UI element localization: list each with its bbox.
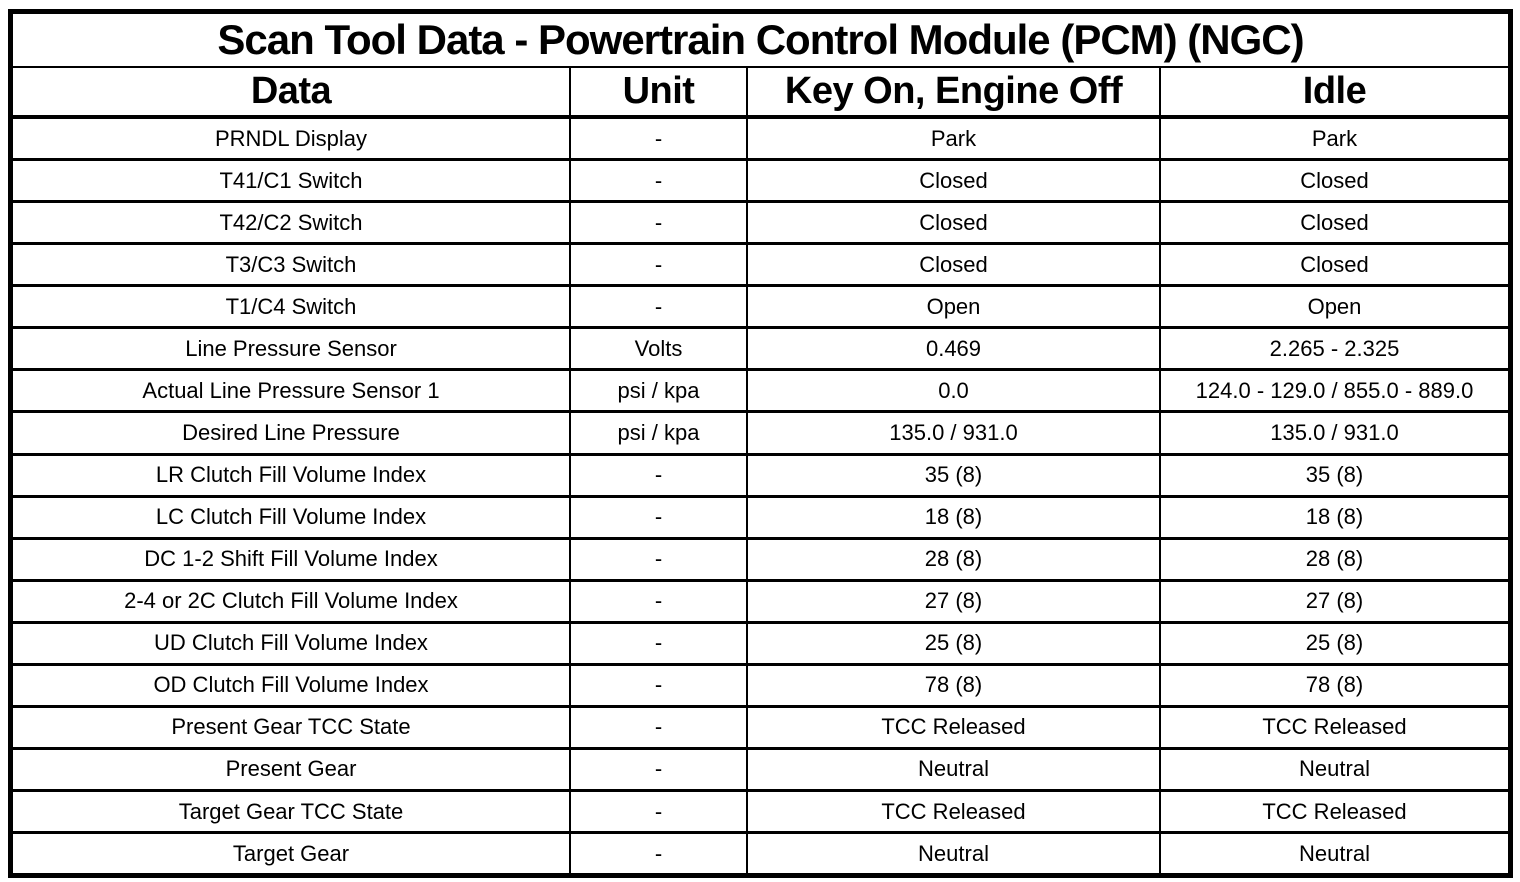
cell-idle: Neutral <box>1159 834 1508 874</box>
cell-key-on-engine-off: Closed <box>746 203 1159 243</box>
table-row: T1/C4 Switch - Open Open <box>13 284 1508 327</box>
table-row: OD Clutch Fill Volume Index -78 (8) 78 (8) <box>13 662 1508 705</box>
table-row: Target Gear TCC State - TCC Released TCC Re… <box>13 789 1508 832</box>
cell-data: T41/C1 Switch <box>219 167 363 193</box>
cell-key-on-engine-off: 35 (8) <box>746 455 1159 495</box>
cell-idle: TCC Released <box>1159 707 1508 747</box>
table-row: T41/C1 Switch - Closed Closed <box>13 158 1508 201</box>
table-row: T42/C2 Switch - Closed Closed <box>13 200 1508 243</box>
cell-key-on-engine-off: 0.469 <box>746 329 1159 369</box>
table-row: T3/C3 Switch - Closed Closed <box>13 242 1508 285</box>
table-body: PRNDL Display - Park Park T41/C1 Switch - Clos… <box>13 119 1508 874</box>
cell-data: 2-4 or 2C Clutch Fill Volume Index <box>124 588 458 614</box>
table-header-row: Data Unit Key On, Engine Off Idle <box>13 66 1508 119</box>
cell-key-on-engine-off: 28 (8) <box>746 539 1159 579</box>
cell-data: PRNDL Display <box>214 125 367 151</box>
cell-data: DC 1-2 Shift Fill Volume Index <box>144 546 438 572</box>
cell-unit: - <box>569 665 746 705</box>
cell-key-on-engine-off: Closed <box>746 161 1159 201</box>
table-row: LC Clutch Fill Volume Index -18 (8) 18 (8) <box>13 494 1508 537</box>
cell-key-on-engine-off: 78 (8) <box>746 665 1159 705</box>
cell-idle: TCC Released <box>1159 792 1508 832</box>
cell-key-on-engine-off: Neutral <box>746 749 1159 789</box>
cell-idle: 25 (8) <box>1159 623 1508 663</box>
cell-idle: Closed <box>1159 203 1508 243</box>
table-row: DC 1-2 Shift Fill Volume Index -28 (8) 28 … <box>13 536 1508 579</box>
cell-data: LC Clutch Fill Volume Index <box>155 504 427 530</box>
cell-unit: - <box>569 623 746 663</box>
table-row: LR Clutch Fill Volume Index -35 (8) 35 (8) <box>13 452 1508 495</box>
cell-data: Target Gear TCC State <box>178 798 404 824</box>
cell-idle: 2.265 - 2.325 <box>1159 329 1508 369</box>
cell-data: Present Gear TCC State <box>171 714 411 740</box>
column-header-idle: Idle <box>1159 68 1508 115</box>
cell-data: OD Clutch Fill Volume Index <box>153 672 429 698</box>
table-row: UD Clutch Fill Volume Index -25 (8) 25 (8) <box>13 620 1508 663</box>
cell-idle: Closed <box>1159 161 1508 201</box>
column-header-data: Data <box>250 70 332 112</box>
cell-idle: 78 (8) <box>1159 665 1508 705</box>
cell-key-on-engine-off: Open <box>746 287 1159 327</box>
cell-idle: 124.0 - 129.0 / 855.0 - 889.0 <box>1159 371 1508 411</box>
cell-unit: - <box>569 792 746 832</box>
cell-key-on-engine-off: TCC Released <box>746 707 1159 747</box>
scan-tool-data-table: Scan Tool Data - Powertrain Control Modu… <box>8 9 1513 878</box>
cell-unit: - <box>569 161 746 201</box>
cell-key-on-engine-off: 135.0 / 931.0 <box>746 413 1159 453</box>
cell-unit: - <box>569 455 746 495</box>
cell-idle: 27 (8) <box>1159 581 1508 621</box>
cell-unit: - <box>569 834 746 874</box>
cell-idle: 18 (8) <box>1159 497 1508 537</box>
table-row: Desired Line Pressure psi / kpa 135.0 / 93… <box>13 410 1508 453</box>
cell-unit: - <box>569 203 746 243</box>
table-row: Present Gear - Neutral Neutral <box>13 746 1508 789</box>
cell-data: Line Pressure Sensor <box>185 335 397 361</box>
table-row: Present Gear TCC State - TCC Released TCC R… <box>13 704 1508 747</box>
cell-key-on-engine-off: 27 (8) <box>746 581 1159 621</box>
cell-data: T42/C2 Switch <box>219 209 363 235</box>
cell-idle: 35 (8) <box>1159 455 1508 495</box>
cell-data: Actual Line Pressure Sensor 1 <box>142 377 440 403</box>
cell-unit: - <box>569 497 746 537</box>
cell-unit: psi / kpa <box>569 371 746 411</box>
cell-key-on-engine-off: Neutral <box>746 834 1159 874</box>
cell-idle: 135.0 / 931.0 <box>1159 413 1508 453</box>
table-title: Scan Tool Data - Powertrain Control Modu… <box>217 16 1304 63</box>
cell-data: LR Clutch Fill Volume Index <box>155 462 427 488</box>
cell-unit: - <box>569 707 746 747</box>
cell-data: T1/C4 Switch <box>225 293 357 319</box>
cell-key-on-engine-off: 0.0 <box>746 371 1159 411</box>
cell-key-on-engine-off: TCC Released <box>746 792 1159 832</box>
cell-unit: - <box>569 539 746 579</box>
cell-idle: Neutral <box>1159 749 1508 789</box>
cell-unit: Volts <box>569 329 746 369</box>
cell-idle: Open <box>1159 287 1508 327</box>
cell-unit: - <box>569 245 746 285</box>
table-row: Actual Line Pressure Sensor 1 psi / kpa 0.… <box>13 368 1508 411</box>
table-row: Target Gear - Neutral Neutral <box>13 831 1508 874</box>
cell-idle: Park <box>1159 119 1508 159</box>
cell-data: Desired Line Pressure <box>182 419 400 445</box>
column-header-unit: Unit <box>569 68 746 115</box>
cell-data: T3/C3 Switch <box>225 251 357 277</box>
cell-idle: 28 (8) <box>1159 539 1508 579</box>
cell-data: Target Gear <box>232 840 350 866</box>
cell-unit: - <box>569 287 746 327</box>
cell-key-on-engine-off: Closed <box>746 245 1159 285</box>
table-row: Line Pressure Sensor Volts 0.469 2.265 - 2.… <box>13 326 1508 369</box>
cell-unit: - <box>569 581 746 621</box>
column-header-key-on-engine-off: Key On, Engine Off <box>746 68 1159 115</box>
cell-data: UD Clutch Fill Volume Index <box>154 630 428 656</box>
cell-data: Present Gear <box>225 756 357 782</box>
cell-unit: - <box>569 119 746 159</box>
table-row: PRNDL Display - Park Park <box>13 119 1508 159</box>
cell-key-on-engine-off: 25 (8) <box>746 623 1159 663</box>
table-row: 2-4 or 2C Clutch Fill Volume Index -27 (8… <box>13 578 1508 621</box>
cell-unit: - <box>569 749 746 789</box>
cell-unit: psi / kpa <box>569 413 746 453</box>
cell-idle: Closed <box>1159 245 1508 285</box>
cell-key-on-engine-off: Park <box>746 119 1159 159</box>
cell-key-on-engine-off: 18 (8) <box>746 497 1159 537</box>
